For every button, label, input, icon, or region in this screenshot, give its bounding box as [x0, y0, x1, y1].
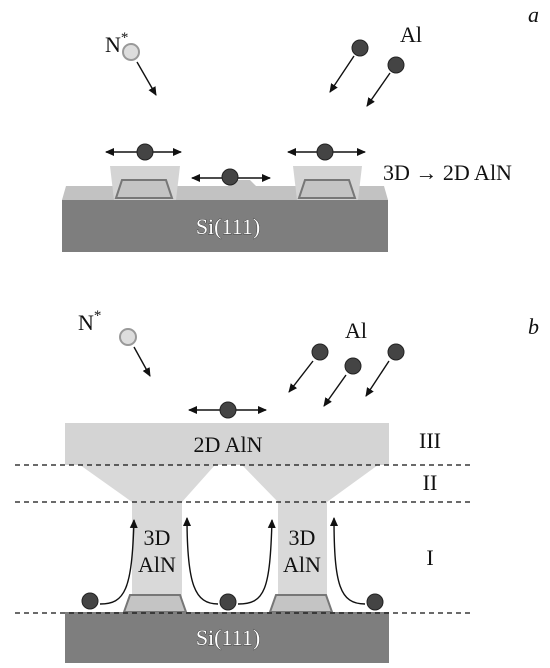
panel-label: a — [528, 2, 539, 27]
arrow — [366, 361, 389, 396]
al-atom — [388, 344, 404, 360]
migration-arrow — [187, 518, 218, 604]
layer-label: 2D AlN — [193, 432, 262, 457]
column-label: AlN — [138, 552, 176, 577]
al-adatom — [367, 594, 383, 610]
diagram: a N* Al Si(111) 3D → 2D AlN b N* Al 2D A… — [0, 0, 550, 663]
column-label: 3D — [289, 525, 316, 550]
al-adatom — [82, 593, 98, 609]
arrow — [134, 347, 150, 376]
island-core — [124, 595, 186, 612]
transition-label: 3D → 2D AlN — [383, 160, 512, 185]
panel-a: a N* Al Si(111) 3D → 2D AlN — [62, 2, 539, 252]
al-atom — [345, 358, 361, 374]
al-adatom — [220, 594, 236, 610]
al-adatom — [222, 169, 238, 185]
island-core — [299, 180, 355, 198]
n-atom — [120, 329, 136, 345]
arrow — [324, 375, 346, 406]
al-atom — [388, 57, 404, 73]
al-label: Al — [400, 22, 422, 47]
migration-arrow — [334, 518, 365, 604]
al-adatom — [137, 144, 153, 160]
island-core — [116, 180, 172, 198]
al-adatom — [317, 144, 333, 160]
column-label: 3D — [144, 525, 171, 550]
zone-label: I — [426, 545, 433, 570]
island-core — [270, 595, 332, 612]
arrow — [289, 361, 313, 392]
migration-arrow — [100, 520, 134, 604]
arrow — [137, 62, 156, 95]
panel-b: b N* Al 2D AlN 3D AlN 3D AlN Si(111) III… — [15, 308, 539, 663]
column-label: AlN — [283, 552, 321, 577]
arrow — [330, 56, 354, 92]
arrow — [367, 73, 390, 106]
al-atom — [352, 40, 368, 56]
panel-label: b — [528, 314, 539, 339]
migration-arrow — [238, 520, 272, 604]
al-atom — [312, 344, 328, 360]
zone-label: III — [419, 428, 441, 453]
n-atom — [123, 44, 139, 60]
zone-label: II — [423, 470, 438, 495]
al-adatom — [220, 402, 236, 418]
al-label: Al — [345, 318, 367, 343]
nitrogen-label: N* — [78, 308, 101, 335]
substrate-label: Si(111) — [196, 625, 260, 650]
substrate-label: Si(111) — [196, 214, 260, 239]
